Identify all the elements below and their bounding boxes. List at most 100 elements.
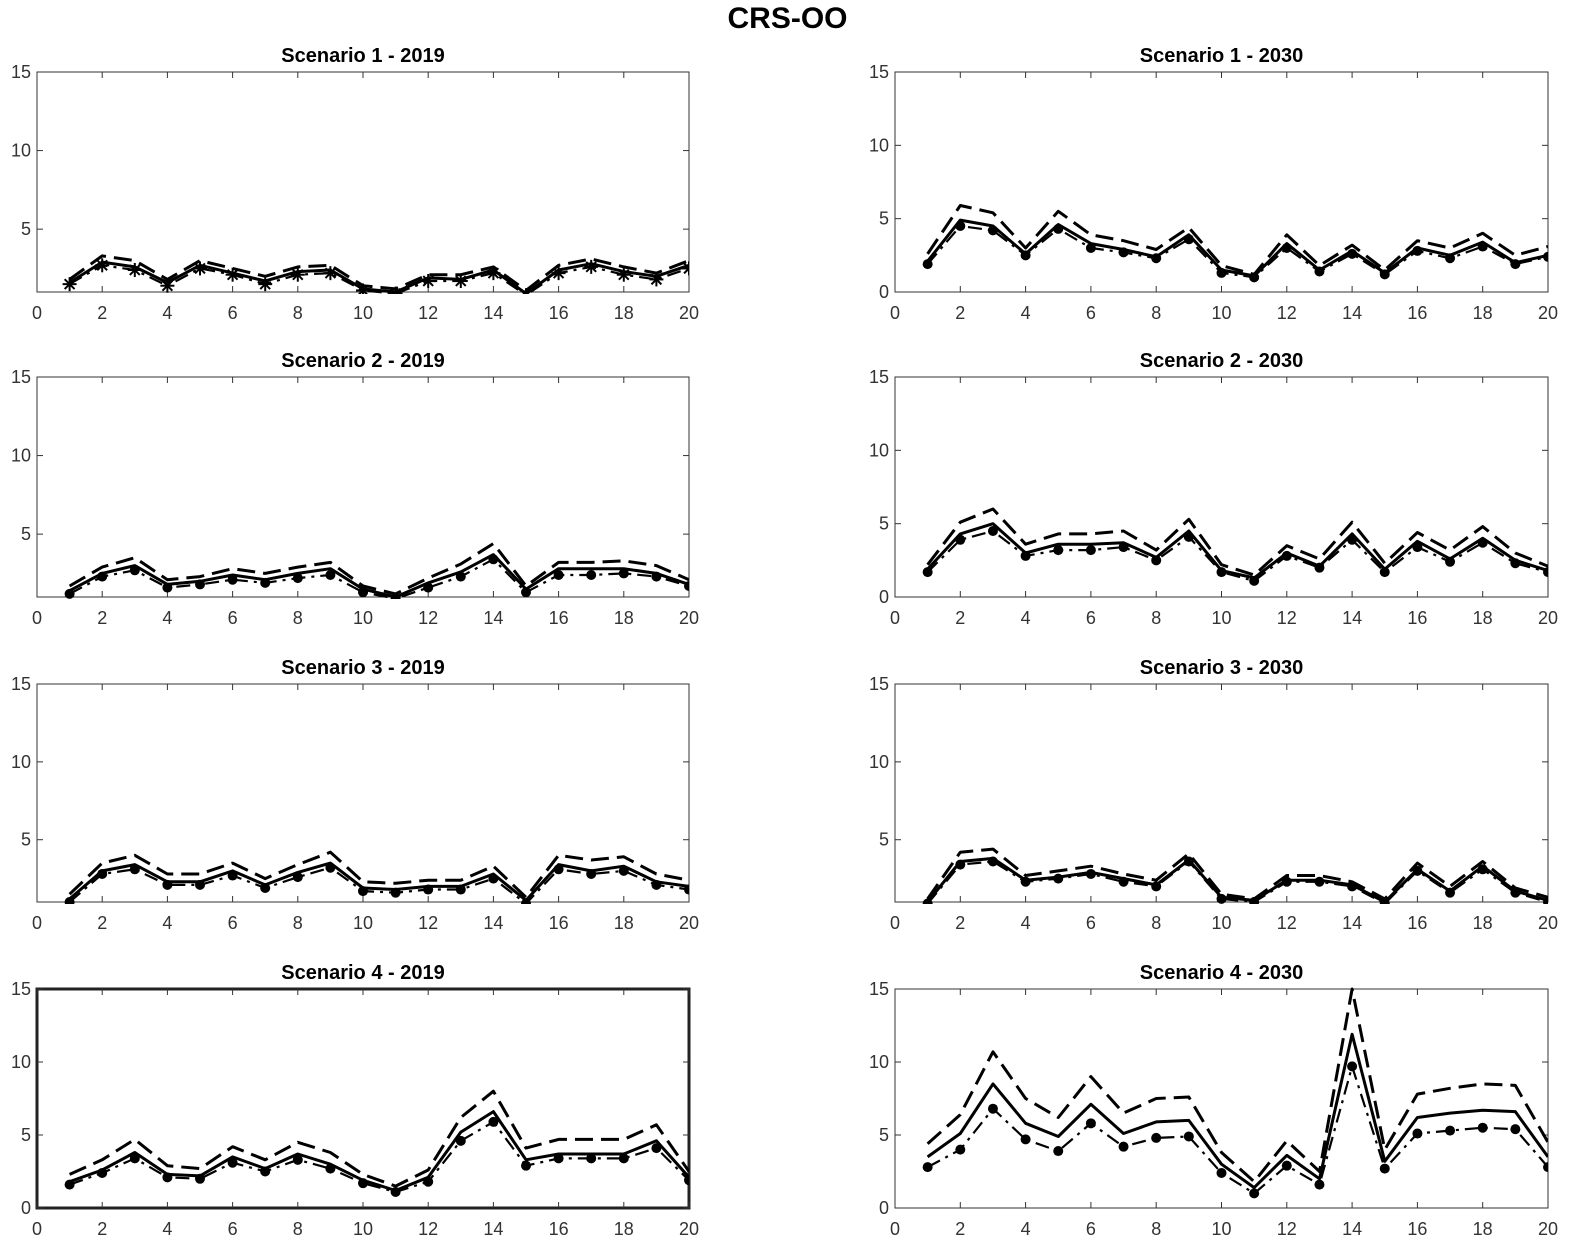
series-line-mid: [926, 856, 1548, 904]
data-point-lower: [955, 1144, 966, 1155]
x-tick-label: 10: [353, 1219, 373, 1239]
data-point-lower: [1379, 269, 1390, 280]
data-point-lower: [195, 879, 205, 890]
data-point-lower: [455, 884, 466, 895]
data-point-lower: [1379, 898, 1390, 904]
x-tick-label: 10: [353, 913, 373, 933]
data-point-lower: [586, 868, 597, 879]
data-point-lower: [1445, 1125, 1456, 1136]
y-tick-label: 0: [879, 282, 889, 302]
x-tick-label: 2: [97, 303, 107, 323]
data-point-lower: [1085, 1118, 1096, 1129]
data-point-lower: [1314, 266, 1325, 277]
y-tick-label: 15: [11, 979, 31, 999]
x-tick-label: 12: [1277, 303, 1297, 323]
data-point-lower: [684, 581, 689, 591]
data-point-lower: [129, 1153, 140, 1164]
data-point-lower: [1053, 873, 1064, 884]
x-tick-label: 16: [1407, 913, 1427, 933]
panel-s3-2030: Scenario 3 - 2030 0 2 4 6 8 10 12 14 16 18 20 5 10 15: [869, 657, 1558, 933]
series-line-mid: [68, 260, 689, 294]
series-line-lower: [926, 529, 1548, 583]
x-tick-label: 16: [549, 913, 569, 933]
data-point-lower: [1281, 876, 1292, 887]
x-tick-label: 6: [228, 913, 238, 933]
series-line-lower: [69, 1120, 689, 1194]
data-point-lower: [193, 261, 207, 276]
x-tick-label: 0: [32, 1219, 42, 1239]
y-tick-label: 15: [869, 367, 889, 387]
series-line-lower: [926, 860, 1548, 904]
data-point-lower: [260, 1166, 271, 1177]
data-point-lower: [1445, 887, 1456, 898]
figure-title: CRS-OO: [727, 2, 848, 35]
panel-s4-2019: Scenario 4 - 2019 0 2 4 6 8 10 12 14 16 18 20 0 5 10 15: [11, 962, 699, 1239]
data-point-lower: [258, 277, 273, 292]
panel-title: Scenario 4 - 2030: [1140, 962, 1303, 984]
y-tick-label: 15: [11, 674, 31, 694]
x-tick-label: 20: [1538, 1219, 1558, 1239]
series-line-mid: [68, 553, 689, 599]
x-tick-label: 2: [955, 608, 965, 628]
data-point-lower: [358, 1178, 368, 1189]
x-tick-label: 16: [549, 608, 569, 628]
data-point-lower: [227, 1157, 238, 1168]
x-tick-label: 0: [890, 913, 900, 933]
data-point-lower: [260, 882, 271, 893]
axes-frame: [36, 376, 690, 598]
data-point-lower: [1314, 562, 1325, 573]
x-tick-label: 18: [1473, 913, 1493, 933]
data-point-lower: [1347, 881, 1358, 892]
x-tick-label: 10: [1211, 303, 1231, 323]
data-point-lower: [160, 278, 175, 293]
data-point-lower: [390, 593, 401, 599]
x-tick-label: 20: [679, 303, 699, 323]
y-tick-label: 5: [879, 830, 889, 850]
data-point-lower: [1053, 545, 1064, 556]
data-point-lower: [1151, 1132, 1162, 1143]
x-tick-label: 0: [32, 608, 42, 628]
series-line-lower: [69, 558, 689, 599]
data-point-lower: [162, 582, 173, 593]
data-point-lower: [260, 577, 271, 588]
panel-s3-2019: Scenario 3 - 2019 0 2 4 6 8 10 12 14 16 18 20 5 10 15: [11, 657, 699, 933]
x-tick-label: 8: [1151, 1219, 1161, 1239]
data-point-lower: [97, 571, 108, 582]
x-tick-label: 12: [418, 1219, 438, 1239]
x-tick-label: 20: [679, 913, 699, 933]
x-tick-label: 8: [293, 913, 303, 933]
x-tick-label: 4: [1021, 303, 1031, 323]
x-tick-label: 20: [1538, 913, 1558, 933]
x-tick-label: 4: [162, 303, 172, 323]
x-tick-label: 12: [418, 913, 438, 933]
data-point-lower: [551, 266, 566, 281]
y-tick-label: 10: [11, 141, 31, 161]
x-tick-label: 4: [1021, 1219, 1031, 1239]
data-point-lower: [129, 565, 140, 576]
x-tick-label: 6: [1086, 608, 1096, 628]
data-point-lower: [987, 1103, 998, 1114]
x-tick-label: 12: [1277, 608, 1297, 628]
data-point-lower: [955, 221, 966, 231]
x-tick-label: 20: [679, 1219, 699, 1239]
data-point-lower: [1249, 897, 1260, 904]
x-tick-label: 2: [97, 913, 107, 933]
data-point-lower: [162, 879, 173, 890]
y-tick-label: 5: [21, 1125, 31, 1145]
data-point-lower: [1379, 567, 1390, 578]
data-point-lower: [1183, 1131, 1194, 1142]
series-line-mid: [69, 1110, 689, 1192]
data-point-lower: [922, 1162, 933, 1173]
x-tick-label: 18: [1473, 303, 1493, 323]
data-point-lower: [453, 274, 468, 288]
x-tick-label: 0: [890, 1219, 900, 1239]
x-tick-label: 8: [1151, 913, 1161, 933]
data-point-lower: [358, 886, 368, 897]
x-tick-label: 14: [1342, 608, 1362, 628]
data-point-lower: [1543, 1162, 1548, 1173]
data-point-lower: [1151, 253, 1162, 264]
series-line-upper: [926, 204, 1548, 276]
data-point-lower: [1118, 876, 1129, 887]
x-tick-label: 20: [1538, 303, 1558, 323]
x-tick-label: 6: [1086, 303, 1096, 323]
